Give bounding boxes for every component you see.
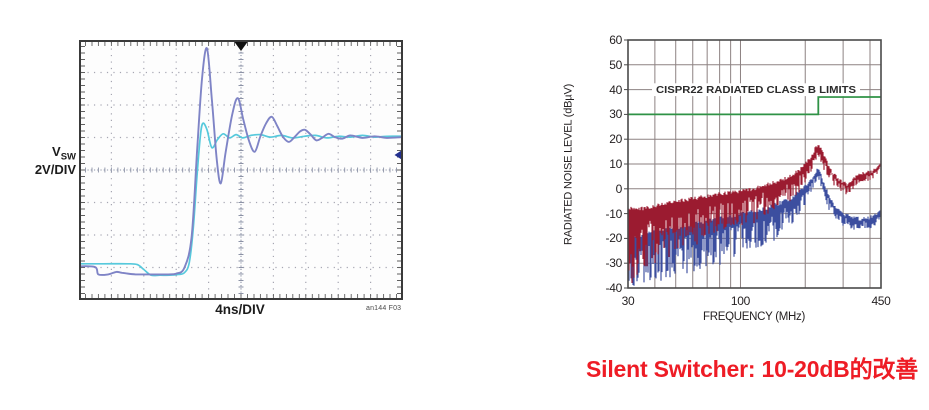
emi-plot: CISPR22 RADIATED CLASS B LIMITS (624, 39, 882, 289)
emi-y-tick-label: 60 (609, 33, 622, 47)
caption-text: Silent Switcher: 10-20dB的改善 (585, 356, 918, 382)
trace-level-marker-icon (394, 150, 401, 160)
scope-y-scale: 2V/DIV (34, 162, 76, 178)
emi-y-tick-label: -20 (605, 231, 623, 246)
noise-band-silent-switcher (628, 168, 881, 286)
emi-y-tick-label: -30 (605, 256, 623, 271)
cispr-limit-line (628, 96, 881, 116)
scope-edge-ticks (81, 42, 401, 298)
trace-conventional-switcher (79, 47, 403, 276)
scope-y-axis-label: VSW 2V/DIV (8, 144, 76, 178)
noise-band-conventional (628, 145, 881, 283)
emi-y-tick-label: 50 (609, 57, 622, 72)
emi-y-tick-label: 20 (609, 132, 622, 147)
emi-y-tick-label: 10 (609, 157, 622, 171)
emi-y-tick-label: -40 (605, 281, 623, 295)
emi-y-tick-label: 30 (609, 107, 622, 122)
emi-y-tick-label: 40 (609, 82, 622, 97)
emi-y-tick-label: 0 (615, 181, 623, 196)
emi-y-tick-label: -10 (605, 206, 623, 221)
scope-border (79, 40, 403, 300)
figure-number-note: an144 F03 (366, 305, 402, 312)
cispr-label-background (652, 83, 860, 97)
trigger-marker-icon (234, 42, 248, 51)
cispr-limit-label: CISPR22 RADIATED CLASS B LIMITS (656, 84, 856, 96)
emi-x-tick-label: 30 (621, 294, 635, 308)
emi-x-axis-title: FREQUENCY (MHz) (703, 311, 805, 323)
scope-y-subscript: SW (60, 151, 76, 163)
emi-x-tick-label: 450 (871, 294, 891, 308)
scope-y-symbol: V (52, 144, 61, 159)
emi-border (627, 39, 882, 289)
oscilloscope-plot (79, 40, 403, 300)
emi-y-axis-title: RADIATED NOISE LEVEL (dBµV) (562, 83, 575, 246)
scope-timebase-label: 4ns/DIV (215, 302, 265, 317)
emi-x-tick-label: 100 (730, 294, 751, 308)
